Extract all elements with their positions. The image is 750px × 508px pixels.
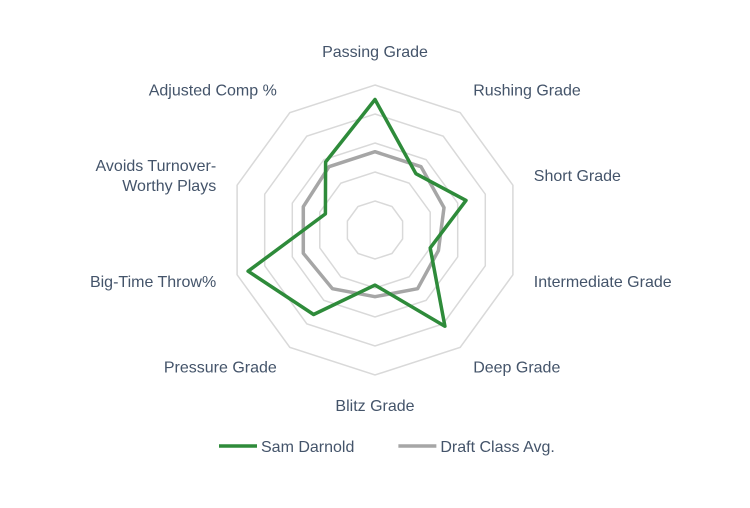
axis-label-line: Pressure Grade xyxy=(164,359,277,376)
grid-ring-2 xyxy=(319,171,431,289)
grid-ring-3 xyxy=(291,142,459,318)
axis-label-9: Adjusted Comp % xyxy=(149,83,277,100)
radar-series xyxy=(246,97,468,328)
axis-label-8: Avoids Turnover- Worthy Plays xyxy=(96,158,217,195)
axis-labels: Passing Grade Rushing Grade Short Grade Int… xyxy=(90,44,672,415)
axis-label-5: Blitz Grade xyxy=(335,398,414,415)
axis-label-line: Short Grade xyxy=(534,168,621,185)
axis-label-3: Intermediate Grade xyxy=(534,274,672,291)
axis-label-line: Avoids Turnover- xyxy=(96,158,217,175)
axis-label-4: Deep Grade xyxy=(473,359,560,376)
legend-label-1: Draft Class Avg. xyxy=(440,439,554,456)
axis-label-1: Rushing Grade xyxy=(473,83,581,100)
axis-label-6: Pressure Grade xyxy=(164,359,277,376)
axis-label-line: Worthy Plays xyxy=(122,178,216,195)
axis-label-line: Rushing Grade xyxy=(473,83,581,100)
legend: Sam Darnold Draft Class Avg. xyxy=(219,439,555,456)
axis-label-2: Short Grade xyxy=(534,168,621,185)
legend-label-0: Sam Darnold xyxy=(261,439,354,456)
axis-label-0: Passing Grade xyxy=(322,44,428,61)
axis-label-7: Big-Time Throw% xyxy=(90,274,216,291)
axis-label-line: Adjusted Comp % xyxy=(149,83,277,100)
radar-grid xyxy=(236,84,514,376)
axis-label-line: Big-Time Throw% xyxy=(90,274,216,291)
grid-ring-4 xyxy=(263,113,487,347)
axis-label-line: Intermediate Grade xyxy=(534,274,672,291)
axis-label-line: Blitz Grade xyxy=(335,398,414,415)
grid-ring-1 xyxy=(346,200,404,260)
axis-label-line: Deep Grade xyxy=(473,359,560,376)
series-line-0 xyxy=(246,97,468,328)
grid-ring-5 xyxy=(236,84,514,376)
axis-label-line: Passing Grade xyxy=(322,44,428,61)
series-line-1 xyxy=(301,149,446,299)
